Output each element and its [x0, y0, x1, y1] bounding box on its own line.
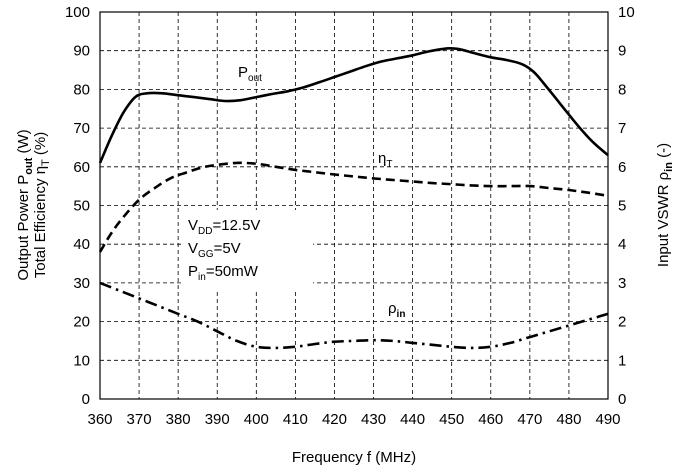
- y-left-title-line1: Output Power Pout (W): [15, 129, 35, 280]
- y-left-tick-label: 0: [82, 391, 90, 408]
- grid: [100, 12, 608, 399]
- series-line-eta-t: [98, 161, 609, 253]
- condition-pin: Pin=50mW: [188, 263, 259, 283]
- y-right-tick-label: 2: [618, 314, 626, 331]
- series-labels: Pout ηT ρin: [238, 64, 405, 320]
- curves: [98, 47, 609, 350]
- conditions-annotation: VDD=12.5V VGG=5V Pin=50mW: [183, 210, 313, 290]
- x-axis-title: Frequency f (MHz): [292, 449, 416, 466]
- y-left-tick-label: 60: [73, 159, 90, 176]
- y-right-tick-label: 1: [618, 352, 626, 369]
- series-label-eta-t: ηT: [378, 150, 392, 170]
- y-left-title-line2: Total Efficiency ηT (%): [32, 132, 52, 279]
- y-right-tick-label: 7: [618, 120, 626, 137]
- y-left-tick-label: 80: [73, 81, 90, 98]
- y-right-tick-label: 3: [618, 275, 626, 292]
- y-left-tick-label: 70: [73, 120, 90, 137]
- x-tick-label: 380: [166, 411, 191, 428]
- y-right-tick-label: 9: [618, 43, 626, 60]
- y-right-tick-label: 6: [618, 159, 626, 176]
- x-tick-label: 420: [322, 411, 347, 428]
- y-right-title: Input VSWR ρin (-): [655, 143, 675, 267]
- x-axis-ticks: 360 370 380 390 400 410 420 430 440 450 460 470 480 4…: [87, 411, 620, 428]
- y-left-tick-label: 90: [73, 43, 90, 60]
- series-label-rho-in: ρin: [388, 300, 405, 320]
- conditions-box: [183, 210, 313, 290]
- x-tick-label: 460: [478, 411, 503, 428]
- right-axis-ticks: 0 1 2 3 4 5 6 7 8 9 10: [618, 4, 635, 408]
- x-tick-label: 480: [556, 411, 581, 428]
- x-tick-label: 400: [244, 411, 269, 428]
- x-tick-label: 430: [361, 411, 386, 428]
- condition-vgg: VGG=5V: [188, 240, 241, 260]
- y-left-tick-label: 50: [73, 198, 90, 215]
- y-right-tick-label: 4: [618, 236, 626, 253]
- x-tick-label: 470: [517, 411, 542, 428]
- x-tick-label: 370: [127, 411, 152, 428]
- y-left-tick-label: 40: [73, 236, 90, 253]
- series-label-pout: Pout: [238, 64, 262, 84]
- x-tick-label: 490: [595, 411, 620, 428]
- y-right-tick-label: 5: [618, 198, 626, 215]
- y-left-tick-label: 20: [73, 314, 90, 331]
- x-tick-label: 390: [205, 411, 230, 428]
- left-axis-ticks: 0 10 20 30 40 50 60 70 80 90 100: [65, 4, 90, 408]
- x-tick-label: 440: [400, 411, 425, 428]
- plot-area-frame: [99, 11, 609, 400]
- condition-vdd: VDD=12.5V: [188, 217, 260, 237]
- y-left-tick-label: 30: [73, 275, 90, 292]
- x-tick-label: 410: [283, 411, 308, 428]
- y-right-tick-label: 10: [618, 4, 635, 21]
- y-left-tick-label: 100: [65, 4, 90, 21]
- y-right-tick-label: 8: [618, 81, 626, 98]
- x-tick-label: 450: [439, 411, 464, 428]
- x-tick-label: 360: [87, 411, 112, 428]
- series-line-pout: [98, 47, 609, 164]
- y-left-tick-label: 10: [73, 352, 90, 369]
- y-right-tick-label: 0: [618, 391, 626, 408]
